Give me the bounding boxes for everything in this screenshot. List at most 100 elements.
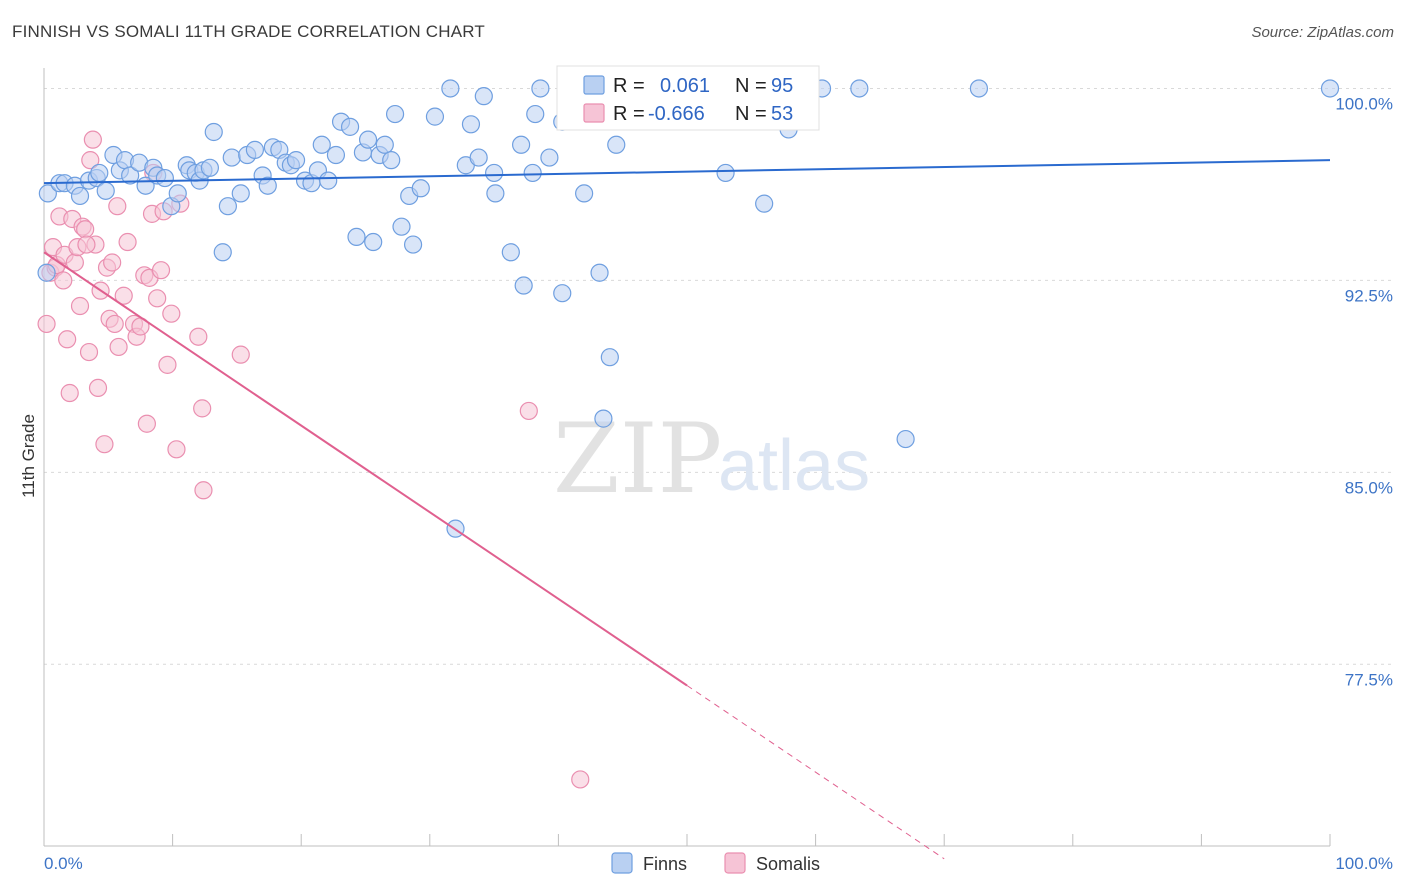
- finns-point-28: [213, 243, 232, 262]
- finns-point-57: [392, 217, 411, 236]
- finns-points: [37, 79, 1340, 538]
- somalis-r-label: R =: [613, 103, 645, 125]
- watermark-zip: ZIP: [553, 403, 722, 515]
- somalis-point-39: [148, 289, 167, 308]
- finns-point-29: [218, 197, 237, 216]
- stats-legend: R = 0.061 N = 95 R = -0.666 N = 53: [556, 65, 820, 131]
- finns-point-87: [755, 194, 774, 213]
- x-tick-label-min: 0.0%: [44, 854, 83, 873]
- legend-somalis-swatch: [724, 852, 746, 874]
- finns-point-26: [200, 158, 219, 177]
- finns-point-5: [70, 186, 90, 206]
- somalis-point-42: [158, 355, 177, 374]
- finns-point-9: [96, 181, 115, 200]
- finns-trend-line: [43, 159, 1331, 185]
- somalis-point-30: [118, 232, 137, 252]
- finns-point-68: [485, 163, 504, 183]
- finns-point-76: [540, 148, 559, 167]
- somalis-point-16: [79, 342, 99, 362]
- somalis-point-28: [109, 337, 128, 357]
- watermark-atlas: atlas: [718, 426, 870, 506]
- finns-point-49: [347, 227, 366, 247]
- y-tick-label-3: 77.5%: [1345, 670, 1393, 689]
- y-axis-label: 11th Grade: [19, 414, 38, 498]
- finns-point-46: [326, 145, 346, 165]
- finns-point-55: [382, 151, 401, 170]
- finns-point-83: [607, 135, 626, 154]
- somalis-point-17: [81, 151, 100, 170]
- somalis-point-40: [151, 261, 171, 280]
- y-tick-label-0: 100.0%: [1335, 94, 1393, 113]
- somalis-point-8: [58, 330, 77, 349]
- somalis-points: [37, 130, 590, 789]
- somalis-trend-extension: [686, 685, 945, 860]
- finns-point-20: [168, 184, 187, 203]
- somalis-point-15: [76, 220, 95, 239]
- finns-point-79: [575, 184, 594, 203]
- somalis-n-label: N =: [735, 103, 767, 125]
- legend-somalis-label: Somalis: [756, 854, 820, 874]
- x-tick-label-max: 100.0%: [1335, 854, 1393, 873]
- finns-point-35: [258, 176, 277, 195]
- finns-point-85: [716, 163, 735, 183]
- somalis-point-50: [519, 401, 538, 421]
- x-axis-ticks: [43, 834, 1331, 846]
- finns-point-33: [245, 140, 265, 159]
- finns-point-60: [411, 179, 430, 198]
- finns-point-54: [375, 135, 394, 154]
- finns-point-65: [461, 115, 481, 134]
- finns-point-78: [553, 284, 572, 303]
- y-tick-label-1: 92.5%: [1345, 286, 1393, 305]
- finns-point-81: [594, 409, 613, 428]
- somalis-point-6: [54, 271, 73, 290]
- chart-title: FINNISH VS SOMALI 11TH GRADE CORRELATION…: [12, 22, 485, 41]
- finns-point-94: [1320, 79, 1340, 98]
- somalis-point-27: [108, 197, 127, 216]
- finns-point-44: [312, 135, 331, 154]
- series-legend: Finns Somalis: [611, 852, 820, 874]
- somalis-trend-line: [43, 251, 688, 687]
- finns-point-27: [204, 122, 223, 142]
- source-label: Source: ZipAtlas.com: [1251, 24, 1394, 41]
- finns-point-31: [231, 184, 250, 203]
- finns-point-30: [222, 148, 241, 167]
- finns-point-62: [441, 79, 460, 98]
- somalis-swatch: [583, 103, 605, 123]
- finns-point-59: [403, 235, 423, 254]
- legend-finns-label: Finns: [643, 854, 687, 874]
- somalis-point-9: [60, 383, 79, 403]
- somalis-point-18: [83, 130, 102, 149]
- somalis-point-25: [103, 253, 122, 272]
- somalis-point-48: [194, 481, 213, 500]
- finns-r-value: 0.061: [660, 75, 710, 97]
- finns-swatch: [583, 75, 605, 95]
- somalis-point-20: [88, 378, 108, 398]
- somalis-point-52: [77, 235, 96, 254]
- finns-point-45: [319, 171, 338, 190]
- legend-finns-swatch: [611, 852, 633, 874]
- finns-point-75: [531, 79, 550, 98]
- somalis-point-35: [137, 414, 156, 433]
- finns-point-74: [526, 104, 545, 124]
- finns-n-value: 95: [771, 75, 793, 97]
- finns-point-0: [37, 263, 56, 282]
- somalis-point-51: [571, 770, 590, 789]
- somalis-point-46: [189, 327, 208, 346]
- finns-point-51: [358, 130, 378, 149]
- somalis-point-47: [193, 399, 212, 418]
- finns-r-label: R =: [613, 75, 645, 97]
- somalis-r-value: -0.666: [648, 103, 705, 125]
- finns-point-92: [896, 429, 915, 449]
- finns-point-73: [523, 163, 542, 183]
- finns-point-66: [469, 148, 488, 167]
- y-tick-labels: 100.0% 92.5% 85.0% 77.5%: [1335, 94, 1393, 689]
- somalis-point-22: [95, 435, 114, 454]
- finns-point-61: [425, 107, 445, 126]
- somalis-point-29: [114, 286, 133, 305]
- finns-point-67: [474, 87, 493, 106]
- y-tick-label-2: 85.0%: [1345, 478, 1393, 497]
- somalis-point-43: [162, 304, 181, 323]
- somalis-point-0: [37, 314, 56, 334]
- finns-point-52: [364, 232, 383, 252]
